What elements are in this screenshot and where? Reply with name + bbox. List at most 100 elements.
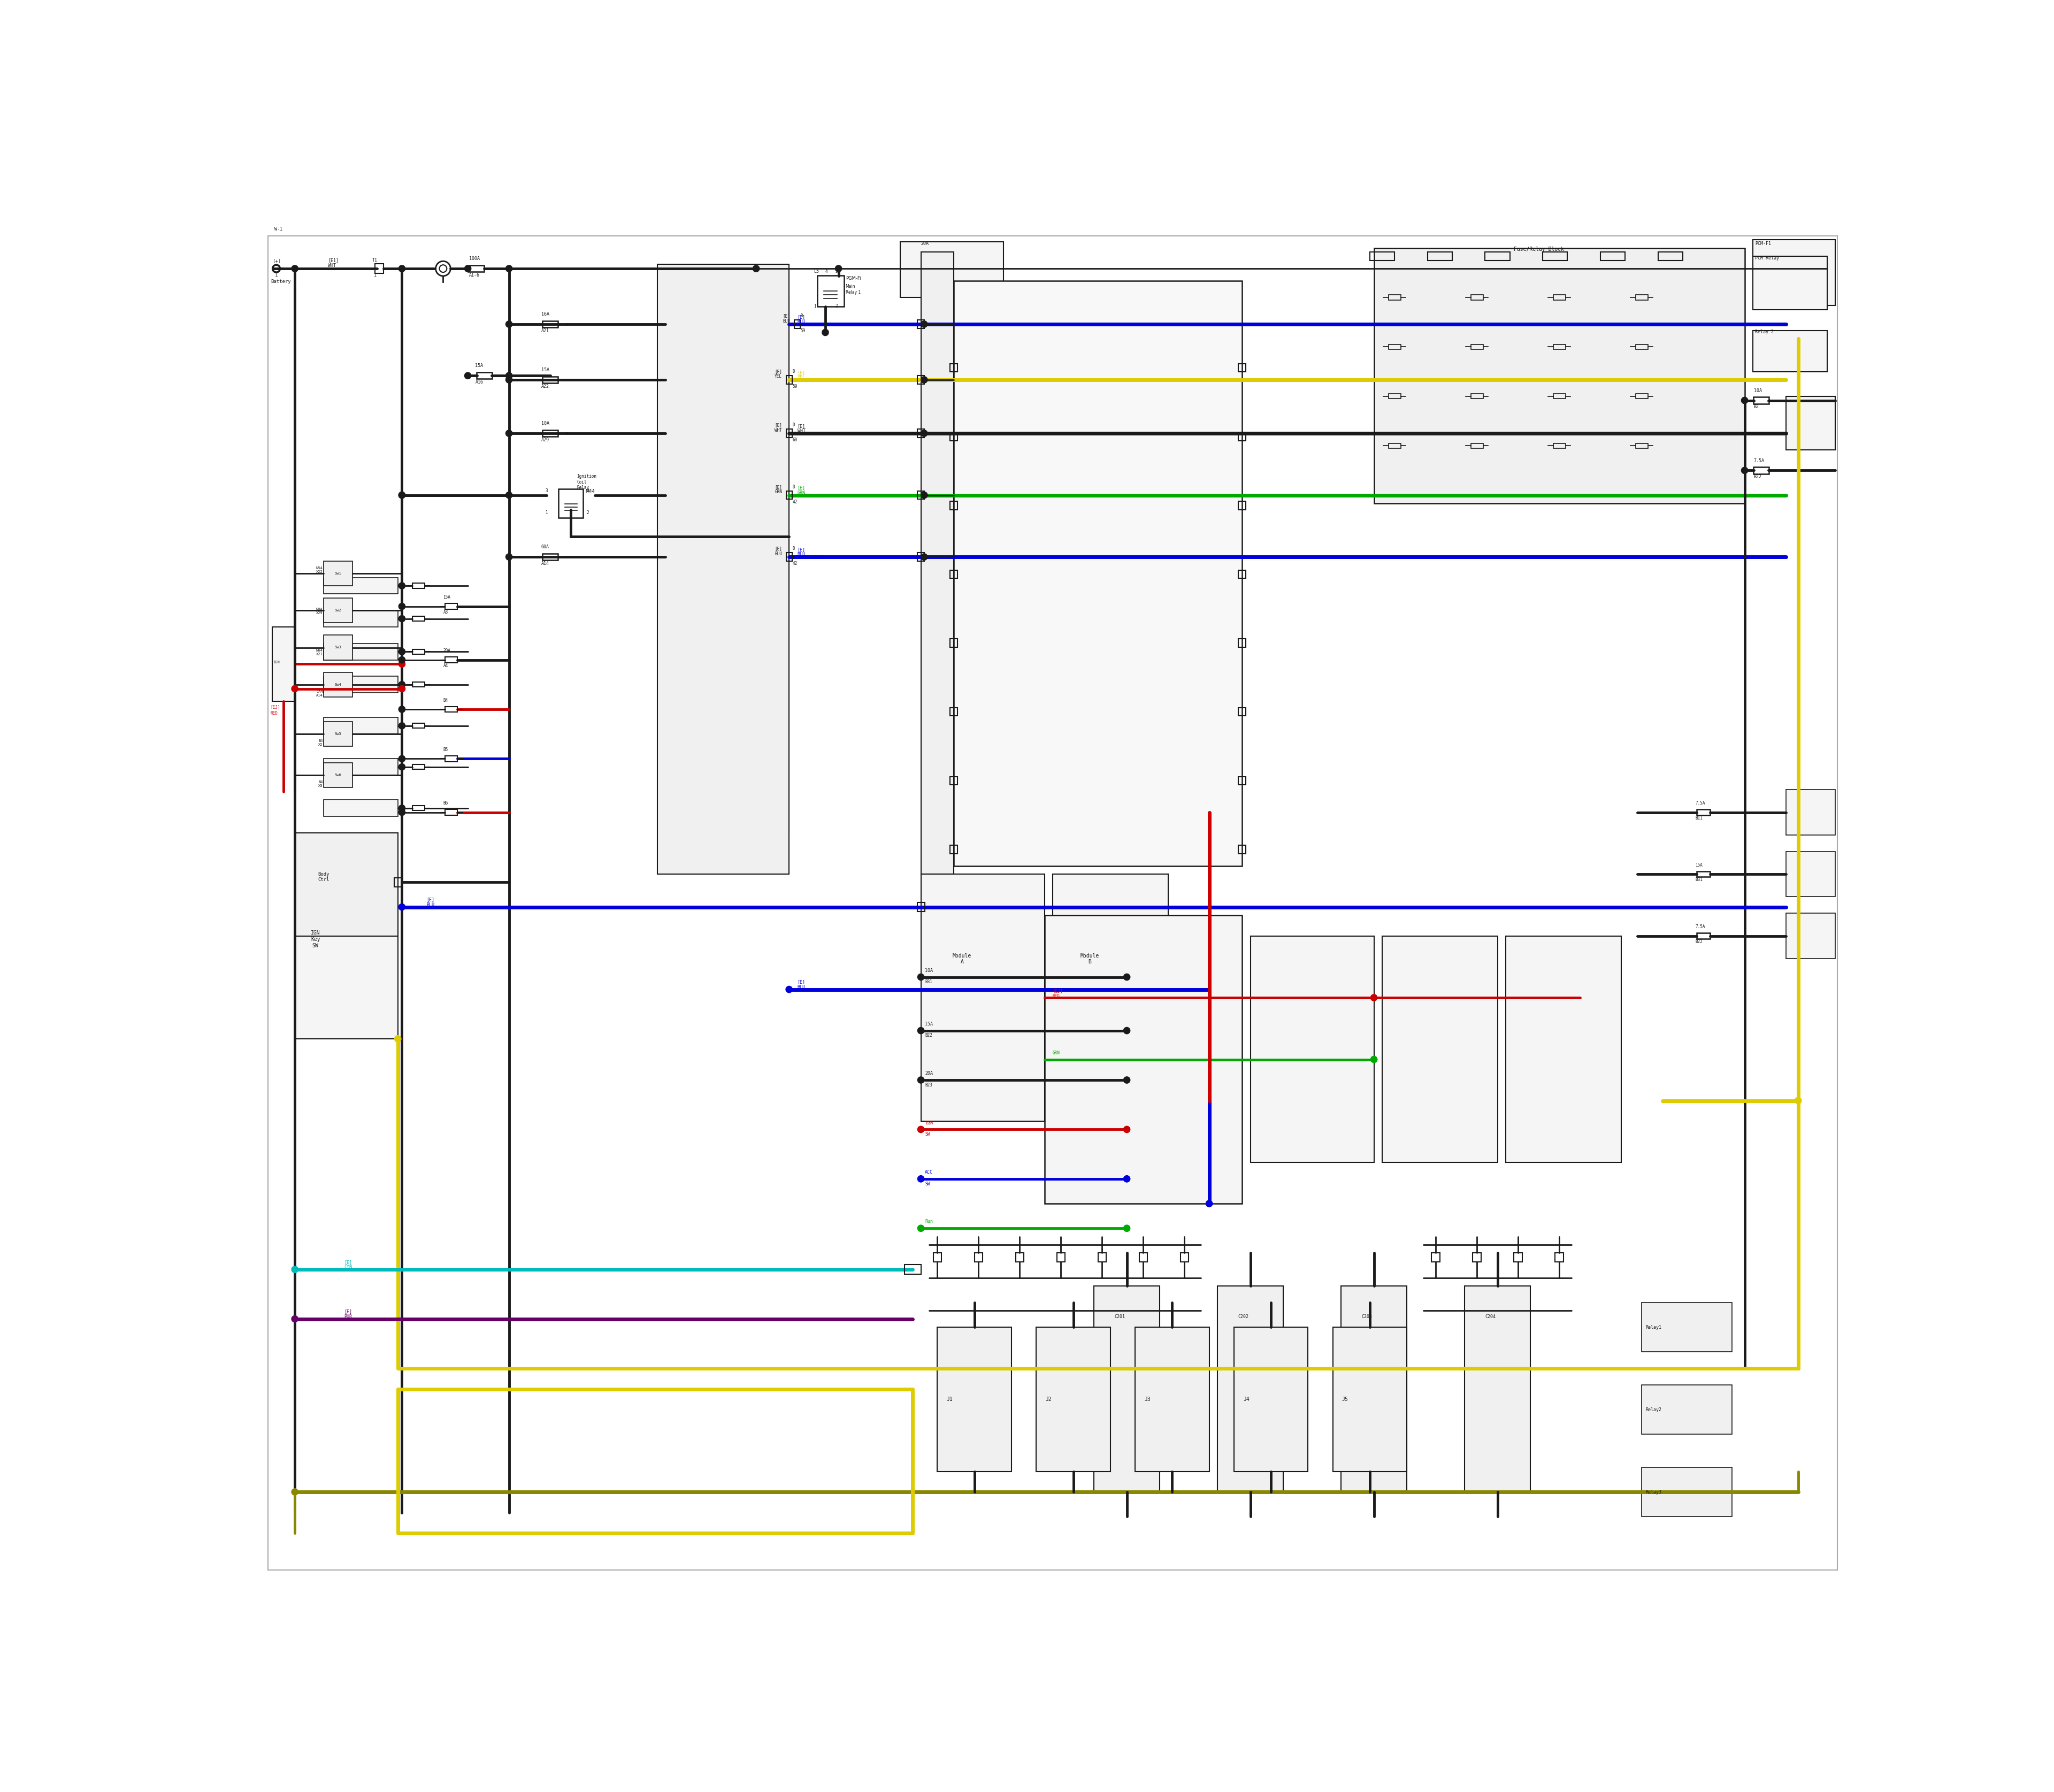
Bar xyxy=(1181,1253,1189,1262)
Text: J1: J1 xyxy=(947,1396,953,1401)
Bar xyxy=(1471,394,1483,400)
Bar xyxy=(1136,1328,1210,1471)
Circle shape xyxy=(398,649,405,654)
Text: 7.5A: 7.5A xyxy=(1695,801,1705,806)
Circle shape xyxy=(394,1036,401,1043)
Bar xyxy=(1432,1253,1440,1262)
Text: [E]: [E] xyxy=(774,369,783,375)
Text: [E]: [E] xyxy=(774,547,783,552)
Bar xyxy=(1553,443,1565,448)
Text: B11: B11 xyxy=(1695,815,1703,821)
Text: J5: J5 xyxy=(1341,1396,1347,1401)
Text: C204: C204 xyxy=(1485,1314,1495,1319)
Bar xyxy=(1471,344,1483,349)
Bar xyxy=(1635,443,1647,448)
Circle shape xyxy=(292,265,298,272)
Bar xyxy=(1555,1253,1563,1262)
Bar xyxy=(1514,1253,1522,1262)
Bar xyxy=(1043,916,1243,1204)
Circle shape xyxy=(398,491,405,498)
Bar xyxy=(1234,1328,1308,1471)
Text: 42: 42 xyxy=(793,500,797,504)
Circle shape xyxy=(505,554,511,561)
Circle shape xyxy=(1742,468,1748,473)
Circle shape xyxy=(398,685,405,692)
Bar xyxy=(953,281,1243,866)
Bar xyxy=(1641,1385,1732,1434)
Bar xyxy=(394,878,401,887)
Text: J4: J4 xyxy=(1243,1396,1249,1401)
Text: A4: A4 xyxy=(444,663,448,668)
Text: B22: B22 xyxy=(924,1034,933,1038)
Text: Relay2: Relay2 xyxy=(1645,1407,1662,1412)
Text: [E]: [E] xyxy=(797,980,805,984)
Bar xyxy=(1239,708,1247,715)
Text: C203: C203 xyxy=(1362,1314,1372,1319)
Text: B4
X3: B4 X3 xyxy=(318,781,322,787)
Bar xyxy=(325,643,398,659)
Circle shape xyxy=(920,491,928,498)
Text: [E]: [E] xyxy=(797,486,805,491)
Bar xyxy=(1553,296,1565,299)
Bar xyxy=(1471,443,1483,448)
Text: A3: A3 xyxy=(444,609,448,615)
Text: B22: B22 xyxy=(1695,939,1703,944)
Bar xyxy=(1251,935,1374,1163)
Bar xyxy=(325,561,353,586)
Bar xyxy=(1239,846,1247,853)
Text: Coil: Coil xyxy=(577,480,587,484)
Text: [E]: [E] xyxy=(774,423,783,428)
Text: WHT: WHT xyxy=(329,263,335,267)
Bar xyxy=(918,552,924,561)
Text: BLU: BLU xyxy=(797,319,805,324)
Bar xyxy=(787,552,793,561)
Text: Sw6: Sw6 xyxy=(335,774,341,776)
Text: 4: 4 xyxy=(826,269,828,274)
Text: 20A: 20A xyxy=(444,649,450,654)
Circle shape xyxy=(1124,1226,1130,1231)
Bar xyxy=(325,717,398,735)
Bar xyxy=(951,570,957,579)
Circle shape xyxy=(398,756,405,762)
Bar xyxy=(787,430,793,437)
Text: [EJ]: [EJ] xyxy=(271,704,279,710)
Bar xyxy=(1428,253,1452,260)
Text: 59: 59 xyxy=(801,328,805,333)
Bar xyxy=(413,582,425,588)
Bar xyxy=(1785,851,1834,896)
Text: [E]: [E] xyxy=(797,369,805,375)
Bar xyxy=(1140,1253,1148,1262)
Text: W-1: W-1 xyxy=(275,228,281,231)
Circle shape xyxy=(1124,1077,1130,1084)
Text: N64
X21: N64 X21 xyxy=(316,649,322,656)
Text: D: D xyxy=(793,547,795,552)
Circle shape xyxy=(920,321,928,328)
Text: N0A
X29: N0A X29 xyxy=(316,607,322,615)
Bar xyxy=(1697,810,1711,815)
Text: 2: 2 xyxy=(836,303,838,308)
Text: Relay 2: Relay 2 xyxy=(1754,330,1775,335)
Bar xyxy=(933,1253,941,1262)
Text: [E]: [E] xyxy=(345,1310,353,1314)
Text: 10A: 10A xyxy=(540,421,548,426)
Bar xyxy=(1389,344,1401,349)
Bar xyxy=(1641,1303,1732,1351)
Text: RED: RED xyxy=(271,711,277,715)
Text: A14: A14 xyxy=(540,561,548,566)
Text: 60: 60 xyxy=(793,437,797,443)
Bar xyxy=(296,874,398,1039)
Text: [E]: [E] xyxy=(774,484,783,489)
Bar xyxy=(918,321,924,328)
Text: 15A: 15A xyxy=(474,364,483,369)
Text: RED: RED xyxy=(1052,993,1060,998)
Bar xyxy=(1239,570,1247,579)
Circle shape xyxy=(918,1027,924,1034)
Bar xyxy=(1785,790,1834,835)
Bar xyxy=(951,640,957,647)
Text: 15A: 15A xyxy=(1695,862,1703,867)
Bar xyxy=(951,708,957,715)
Text: B31: B31 xyxy=(1695,878,1703,882)
Text: B4
X2: B4 X2 xyxy=(318,740,322,747)
Bar xyxy=(296,833,398,935)
Text: B22: B22 xyxy=(1754,475,1762,480)
